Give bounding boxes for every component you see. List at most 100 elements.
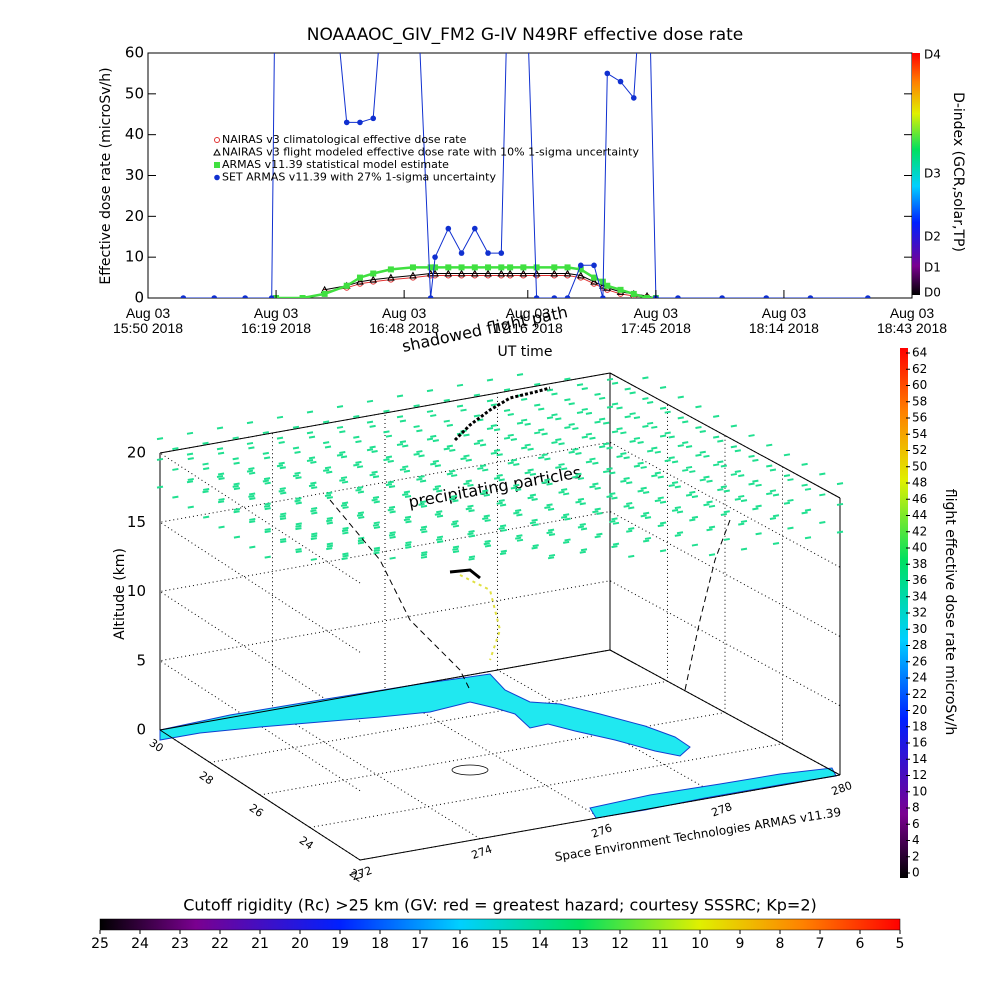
particle: [416, 429, 423, 433]
x-tick-label: Aug 03 18:14 2018: [748, 305, 819, 336]
particle: [514, 488, 522, 492]
particle: [564, 517, 571, 521]
particle: [233, 461, 240, 465]
particle: [342, 526, 349, 530]
colorbar-tick-label: 24: [131, 936, 149, 952]
point: [484, 269, 492, 277]
particle: [664, 431, 671, 435]
particle: [576, 383, 584, 387]
particle: [589, 485, 596, 489]
particle: [717, 488, 724, 492]
colorbar-tick-label: 6: [856, 936, 865, 952]
grid-line: [159, 453, 361, 861]
particle: [264, 527, 271, 531]
colorbar-tick-label: 8: [776, 936, 785, 952]
colorbar-tick-label: 21: [251, 936, 269, 952]
particle: [819, 521, 826, 524]
particle: [532, 544, 539, 548]
particle: [516, 373, 524, 377]
particle: [186, 431, 194, 435]
point: [457, 269, 466, 277]
point: [445, 264, 452, 271]
point: [865, 295, 871, 298]
particle: [738, 494, 745, 498]
particle: [372, 495, 380, 499]
particle: [355, 440, 362, 444]
particle: [772, 493, 780, 497]
particle: [611, 496, 618, 500]
particle: [538, 428, 545, 432]
particle: [248, 467, 255, 471]
particle: [420, 553, 428, 557]
rigidity-colorbar: [99, 918, 901, 931]
particle: [418, 454, 425, 458]
particle: [294, 450, 301, 454]
particle: [232, 457, 239, 461]
particle: [498, 478, 505, 482]
particle: [766, 464, 773, 468]
dose-colorbar: [900, 348, 908, 878]
particle: [248, 520, 256, 524]
particle: [654, 471, 662, 475]
particle: [637, 461, 644, 465]
particle: [579, 502, 586, 506]
particle: [482, 489, 489, 493]
colorbar-tick-label: 18: [912, 719, 927, 733]
particle: [403, 490, 411, 494]
particle: [426, 409, 434, 413]
particle: [341, 501, 349, 505]
particle: [575, 500, 582, 504]
particle: [689, 518, 696, 522]
particle: [507, 461, 514, 465]
colorbar-tick-label: 12: [912, 768, 927, 782]
particle: [468, 529, 475, 533]
particle: [499, 524, 507, 528]
particle: [404, 515, 412, 519]
particle: [383, 458, 390, 462]
particle: [294, 499, 301, 503]
particle: [628, 554, 635, 558]
colorbar-tick-label: 42: [912, 524, 927, 538]
colorbar-tick-label: 23: [171, 936, 189, 952]
particle: [624, 387, 631, 391]
d-index-tick-label: D3: [924, 167, 941, 181]
particle: [633, 436, 641, 440]
particle: [249, 517, 256, 521]
particle: [499, 552, 507, 556]
point: [564, 264, 571, 271]
particle: [513, 511, 520, 515]
particle: [624, 415, 631, 419]
rigidity-colorbar-label: Cutoff rigidity (Rc) >25 km (GV: red = g…: [183, 896, 817, 915]
particle: [468, 509, 475, 513]
particle: [276, 436, 284, 440]
particle: [730, 424, 738, 428]
particle: [450, 474, 458, 478]
particle: [576, 410, 584, 414]
colorbar-tick-label: 20: [912, 703, 927, 717]
particle: [548, 553, 556, 557]
particle: [486, 426, 494, 430]
particle: [691, 543, 699, 547]
z-tick-label: 10: [127, 582, 146, 600]
particle: [336, 425, 344, 429]
particle: [484, 519, 491, 523]
particle: [486, 378, 494, 382]
particle: [276, 415, 284, 419]
d-index-tick-label: D2: [924, 230, 941, 244]
particle: [385, 455, 393, 459]
particle: [787, 478, 794, 482]
particle: [510, 486, 518, 490]
particle: [623, 456, 630, 460]
particle: [156, 485, 164, 489]
point: [458, 264, 465, 271]
particle: [339, 478, 346, 482]
particle: [804, 508, 812, 512]
particle: [396, 415, 404, 419]
particle: [187, 457, 194, 461]
point: [357, 119, 363, 126]
lat-tick-label: 28: [197, 769, 216, 788]
particle: [353, 435, 360, 439]
particle: [500, 528, 508, 532]
particle: [263, 477, 271, 481]
particle: [446, 423, 454, 427]
